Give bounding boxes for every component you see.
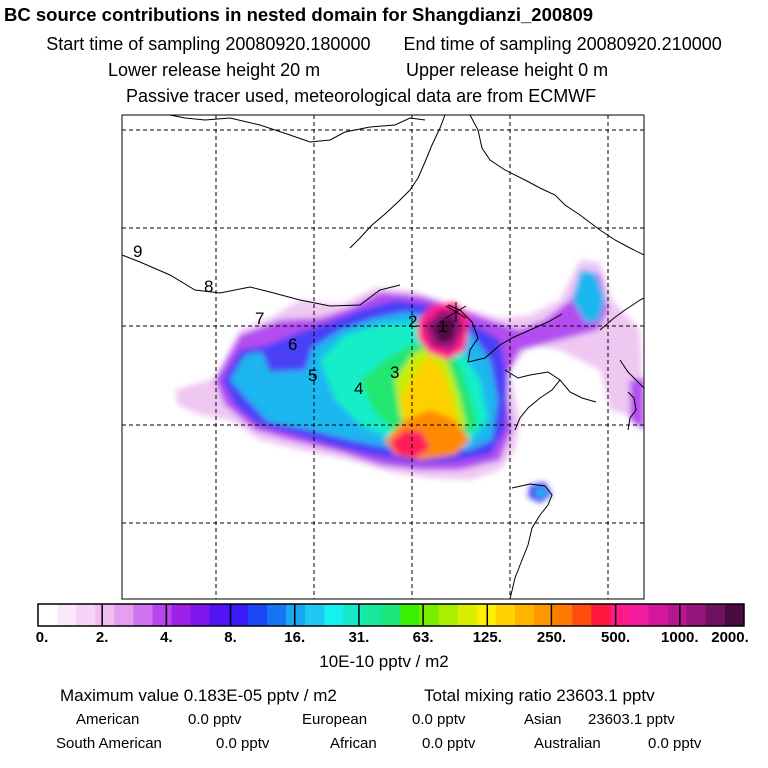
source-label-4: 4 <box>354 379 363 398</box>
source-label-3: 3 <box>390 363 399 382</box>
colorbar-swatch <box>114 604 134 626</box>
region-name-african: African <box>330 735 377 752</box>
colorbar-swatch <box>534 604 554 626</box>
colorbar-swatch <box>400 604 421 626</box>
colorbar-tick-label: 16. <box>284 629 306 646</box>
colorbar-tick-label: 63. <box>412 629 434 646</box>
region-value-south-american: 0.0 pptv <box>216 735 270 752</box>
colorbar-swatch <box>228 604 249 626</box>
coastlines <box>122 115 644 599</box>
colorbar-tick-label: 125. <box>472 629 502 646</box>
region-value-asian: 23603.1 pptv <box>588 711 675 728</box>
colorbar-swatch <box>705 604 726 626</box>
colorbar-swatch <box>495 604 516 626</box>
region-name-south-american: South American <box>56 735 162 752</box>
source-label-5: 5 <box>308 366 317 385</box>
colorbar-swatch <box>610 604 631 626</box>
colorbar-swatches <box>38 604 745 626</box>
source-label-2: 2 <box>408 312 417 331</box>
colorbar-tick-label: 4. <box>160 629 173 646</box>
colorbar-swatch <box>152 604 173 626</box>
colorbar-swatch <box>76 604 96 626</box>
colorbar-swatch <box>133 604 153 626</box>
colorbar-swatch <box>591 604 611 626</box>
colorbar-swatch <box>38 604 58 626</box>
colorbar-swatch <box>171 604 192 626</box>
colorbar-swatch <box>266 604 287 626</box>
colorbar-swatch <box>686 604 707 626</box>
source-label-1: 1 <box>438 317 447 336</box>
region-name-australian: Australian <box>534 735 601 752</box>
end-time: End time of sampling 20080920.210000 <box>403 34 722 54</box>
total-mixing-ratio: Total mixing ratio 23603.1 pptv <box>424 686 655 705</box>
colorbar-swatch <box>572 604 592 626</box>
colorbar-swatch <box>247 604 268 626</box>
colorbar-tick-label: 8. <box>224 629 237 646</box>
region-name-american: American <box>76 711 140 728</box>
lower-release-height: Lower release height 20 m <box>108 60 321 80</box>
summary-line: Maximum value 0.183E-05 pptv / m2 Total … <box>60 686 655 706</box>
map-frame <box>121 114 645 600</box>
colorbar-tick-label: 31. <box>348 629 370 646</box>
colorbar-swatch <box>553 604 573 626</box>
source-label-7: 7 <box>255 309 264 328</box>
colorbar-swatch <box>95 604 115 626</box>
colorbar-swatch <box>343 604 363 626</box>
colorbar-swatch <box>457 604 478 626</box>
colorbar-swatch <box>629 604 650 626</box>
colorbar-tick-label: 2000. <box>711 629 749 646</box>
colorbar-tick-label: 500. <box>600 629 631 646</box>
region-value-african: 0.0 pptv <box>422 735 476 752</box>
source-label-9: 9 <box>133 242 142 261</box>
region-name-european: European <box>302 711 368 728</box>
colorbar-swatch <box>438 604 459 626</box>
colorbar-frame <box>37 603 745 627</box>
colorbar-swatch <box>724 604 745 626</box>
source-label-8: 8 <box>204 277 213 296</box>
tracer-note: Passive tracer used, meteorological data… <box>126 86 597 106</box>
colorbar-swatch <box>362 604 382 626</box>
star-receptor-marker <box>445 302 467 322</box>
colorbar-tick-label: 2. <box>95 629 109 646</box>
region-value-australian: 0.0 pptv <box>648 735 702 752</box>
colorbar-tick-label: 250. <box>536 629 567 646</box>
release-height-line: Lower release height 20 m Upper release … <box>108 60 608 81</box>
source-label-6: 6 <box>288 335 297 354</box>
lat-lon-grid <box>122 115 644 599</box>
colorbar-swatch <box>648 604 669 626</box>
colorbar-swatch <box>286 604 306 626</box>
colorbar-swatch <box>667 604 688 626</box>
start-time: Start time of sampling 20080920.180000 <box>46 34 371 54</box>
upper-release-height: Upper release height 0 m <box>406 60 609 80</box>
colorbar-swatch <box>324 604 344 626</box>
colorbar-tick-label: 0. <box>35 629 49 646</box>
page-title: BC source contributions in nested domain… <box>4 4 594 25</box>
maximum-value: Maximum value 0.183E-05 pptv / m2 <box>60 686 337 705</box>
region-value-american: 0.0 pptv <box>188 711 242 728</box>
colorbar-swatch <box>419 604 440 626</box>
colorbar-swatch <box>190 604 211 626</box>
colorbar-swatch <box>209 604 230 626</box>
colorbar-swatch <box>57 604 77 626</box>
region-name-asian: Asian <box>524 711 562 728</box>
colorbar-tick-label: 1000. <box>661 629 699 646</box>
colorbar-swatch <box>381 604 402 626</box>
colorbar-units: 10E-10 pptv / m2 <box>319 652 449 671</box>
source-region-labels: 1 2 3 4 5 6 7 8 9 <box>133 242 447 398</box>
sampling-time-line: Start time of sampling 20080920.180000 E… <box>0 34 768 55</box>
region-value-european: 0.0 pptv <box>412 711 466 728</box>
colorbar-swatch <box>305 604 325 626</box>
colorbar-swatch <box>515 604 535 626</box>
